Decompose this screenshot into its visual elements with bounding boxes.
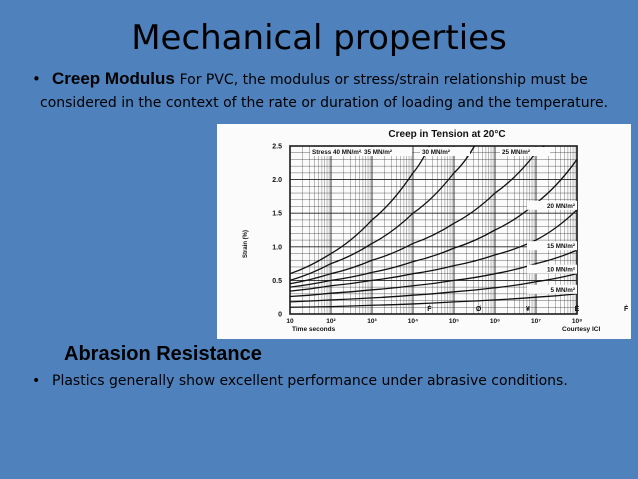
series-curve (289, 145, 430, 275)
bullet-dot: • (32, 373, 41, 389)
bullet-text: For PVC, the modulus or stress/strain re… (40, 72, 609, 111)
y-tick-label: 0 (278, 312, 282, 319)
series-label: 30 MN/m² (422, 149, 450, 156)
x-tick-label: 10⁸ (572, 318, 582, 325)
chart-ylabel: Strain (%) (243, 230, 249, 258)
series-label-bg (362, 147, 412, 156)
y-tick-label: 2.0 (272, 177, 282, 184)
bullet-text: Plastics generally show excellent perfor… (52, 373, 568, 389)
chart-xlabel: Time seconds (292, 326, 336, 333)
x-tick-label: 10⁷ (531, 318, 541, 325)
series-label: 15 MN/m² (547, 243, 575, 250)
series-curve (289, 145, 476, 282)
time-marker-label: Ḟ (427, 305, 432, 313)
chart-title: Creep in Tension at 20°C (388, 129, 505, 140)
series-curve (289, 209, 578, 292)
time-marker-label: ¥ (526, 306, 530, 313)
bullet-heading: Creep Modulus (52, 69, 175, 88)
time-marker-label: Ȇ (575, 304, 580, 313)
time-marker-label: Ø (476, 306, 482, 313)
y-tick-label: 2.5 (272, 144, 282, 151)
series-label: 20 MN/m² (547, 203, 575, 210)
series-curve (289, 249, 578, 298)
x-tick-label: 10³ (367, 318, 377, 325)
series-label-bg (527, 264, 577, 274)
y-tick-label: 1.0 (272, 244, 282, 251)
x-tick-label: 10⁵ (449, 318, 459, 325)
y-tick-label: 0.5 (272, 278, 282, 285)
x-tick-label: 10 (286, 318, 294, 325)
series-curve (289, 145, 545, 285)
bullet-creep-modulus: • Creep Modulus For PVC, the modulus or … (32, 68, 630, 114)
bullet-dot: • (32, 70, 41, 88)
series-label-bg (527, 241, 577, 251)
abrasion-heading: Abrasion Resistance (64, 343, 262, 365)
y-tick-label: 1.5 (272, 211, 282, 218)
series-label-bg (420, 147, 470, 156)
bullet-abrasion: • Plastics generally show excellent perf… (32, 370, 630, 392)
x-tick-label: 10² (326, 318, 336, 325)
series-label: Stress 40 MN/m² (312, 149, 361, 156)
series-label: 35 MN/m² (364, 149, 392, 156)
series-label: 25 MN/m² (502, 149, 530, 156)
series-label-bg (527, 284, 577, 294)
series-curve (289, 273, 578, 303)
series-label-bg (500, 147, 550, 156)
slide-title: Mechanical properties (131, 18, 507, 58)
x-tick-label: 10⁴ (408, 318, 418, 325)
series-label: 10 MN/m² (547, 267, 575, 274)
creep-chart-svg: Creep in Tension at 20°C Strain (%) Time… (243, 129, 629, 333)
series-label: 5 MN/m² (551, 287, 576, 294)
series-label-bg (527, 200, 577, 210)
x-tick-label: 10⁶ (490, 318, 500, 325)
time-marker-label: Ḟ (624, 305, 629, 313)
series-curve (289, 293, 578, 308)
creep-chart: Creep in Tension at 20°C Strain (%) Time… (217, 124, 631, 339)
chart-credit: Courtesy ICI (562, 326, 600, 333)
series-label-bg (310, 147, 360, 156)
